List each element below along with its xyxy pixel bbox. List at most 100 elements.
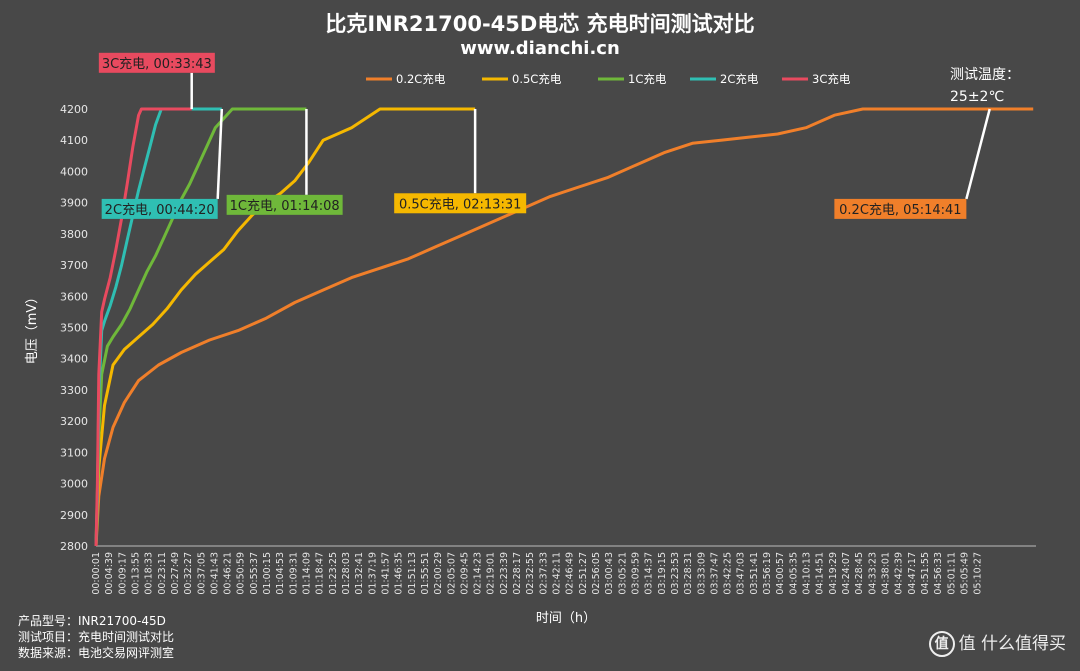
x-tick-label: 00:13:55	[130, 552, 141, 595]
annotation-leader	[965, 108, 991, 200]
temperature-value: 25±2℃	[950, 89, 1005, 105]
chart-footer: 产品型号：INR21700-45D 测试项目：充电时间测试对比 数据来源：电池交…	[18, 613, 174, 661]
x-tick-label: 00:32:27	[183, 552, 194, 595]
x-tick-label: 04:24:07	[841, 552, 852, 595]
x-tick-label: 01:18:47	[315, 552, 326, 595]
x-tick-label: 01:14:09	[302, 552, 313, 595]
footer-source: 数据来源：电池交易网评测室	[18, 646, 175, 660]
x-tick-label: 04:47:17	[907, 552, 918, 595]
x-tick-label: 05:01:11	[946, 552, 957, 595]
zhi-logo-icon: 值	[928, 631, 955, 657]
x-tick-label: 03:56:19	[762, 552, 773, 595]
annotation-label: 3C充电, 00:33:43	[102, 56, 212, 72]
y-tick-label: 3800	[60, 228, 88, 241]
series-line	[94, 107, 1034, 547]
legend-label: 0.2C充电	[396, 72, 446, 86]
series-line	[94, 107, 307, 547]
watermark: 值值 什么值得买	[928, 629, 1066, 657]
x-tick-label: 00:41:43	[209, 552, 220, 595]
annotation-label: 1C充电, 01:14:08	[230, 198, 340, 214]
y-tick-label: 3100	[60, 446, 88, 459]
annotation-box	[226, 194, 343, 215]
annotation-box	[834, 198, 967, 219]
x-tick-label: 02:09:45	[459, 552, 470, 595]
x-tick-label: 03:05:21	[617, 552, 628, 595]
x-tick-label: 03:33:09	[696, 552, 707, 595]
y-tick-label: 3600	[60, 290, 88, 303]
x-tick-label: 04:28:45	[854, 552, 865, 595]
annotation-box	[101, 198, 218, 219]
x-tick-label: 05:05:49	[959, 552, 970, 595]
y-tick-label: 4200	[60, 103, 88, 116]
x-tick-label: 04:56:33	[933, 552, 944, 595]
x-tick-label: 01:37:19	[367, 552, 378, 595]
footer-model: 产品型号：INR21700-45D	[18, 614, 166, 628]
series-line	[94, 107, 476, 547]
x-tick-label: 03:14:37	[644, 552, 655, 595]
x-tick-label: 05:10:27	[973, 552, 984, 595]
temperature-label: 测试温度：	[950, 67, 1020, 83]
x-tick-label: 04:38:01	[880, 552, 891, 595]
watermark-text: 值 什么值得买	[958, 634, 1066, 654]
x-tick-label: 03:47:03	[736, 552, 747, 595]
y-tick-label: 4000	[60, 165, 88, 178]
y-tick-label: 3200	[60, 415, 88, 428]
x-tick-label: 03:28:31	[683, 552, 694, 595]
annotation-label: 0.5C充电, 02:13:31	[399, 196, 521, 212]
annotation-box	[98, 52, 215, 73]
annotation-leader	[216, 108, 224, 199]
x-tick-label: 04:10:13	[802, 552, 813, 595]
annotation-label: 2C充电, 00:44:20	[105, 202, 215, 218]
x-tick-label: 00:23:11	[157, 552, 168, 595]
chart-annotations: 3C充电, 00:33:43 2C充电, 00:44:20 1C充电, 01:14:…	[98, 52, 991, 219]
chart-axes: 2800 2900 3000 3100 3200 3300 3400 3500 3600 3700…	[25, 103, 1036, 626]
x-tick-label: 01:28:03	[341, 552, 352, 595]
x-tick-label: 00:46:21	[223, 552, 234, 595]
x-tick-label: 03:23:53	[670, 552, 681, 595]
x-tick-label: 01:55:51	[420, 552, 431, 595]
x-tick-label: 01:23:25	[328, 552, 339, 595]
x-tick-label: 01:41:57	[380, 552, 391, 595]
x-tick-label: 00:37:05	[196, 552, 207, 595]
legend-label: 0.5C充电	[512, 72, 562, 86]
x-tick-label: 02:14:23	[473, 552, 484, 595]
y-tick-label: 4100	[60, 134, 88, 147]
y-tick-label: 3300	[60, 384, 88, 397]
x-tick-label: 03:00:43	[604, 552, 615, 595]
x-tick-label: 02:51:27	[578, 552, 589, 595]
y-tick-label: 3400	[60, 353, 88, 366]
annotation-label: 0.2C充电, 05:14:41	[839, 202, 961, 218]
legend-label: 3C充电	[812, 72, 851, 86]
series-line	[94, 107, 222, 547]
x-tick-label: 02:37:33	[538, 552, 549, 595]
x-tick-label: 02:05:07	[446, 552, 457, 595]
x-tick-label: 01:04:53	[275, 552, 286, 595]
chart-subtitle: www.dianchi.cn	[460, 38, 620, 59]
y-tick-label: 3700	[60, 259, 88, 272]
x-tick-label: 02:28:17	[512, 552, 523, 595]
x-tick-label: 00:18:33	[144, 552, 155, 595]
legend-label: 2C充电	[720, 72, 759, 86]
x-tick-label: 04:42:39	[894, 552, 905, 595]
footer-test-item: 测试项目：充电时间测试对比	[18, 630, 175, 644]
test-temperature-note: 测试温度： 25±2℃	[950, 64, 1020, 108]
annotation-box	[394, 193, 527, 214]
x-tick-label: 03:09:59	[630, 552, 641, 595]
x-tick-label: 02:46:49	[565, 552, 576, 595]
x-tick-label: 00:00:01	[91, 552, 102, 595]
x-tick-label: 04:05:35	[788, 552, 799, 595]
x-tick-label: 04:00:57	[775, 552, 786, 595]
x-tick-label: 03:19:15	[657, 552, 668, 595]
x-tick-label: 03:42:25	[723, 552, 734, 595]
chart-title: 比克INR21700-45D电芯 充电时间测试对比	[325, 12, 755, 36]
x-tick-label: 00:27:49	[170, 552, 181, 595]
x-tick-label: 02:00:29	[433, 552, 444, 595]
y-tick-label: 3500	[60, 322, 88, 335]
y-tick-label: 3900	[60, 197, 88, 210]
x-tick-label: 01:09:31	[288, 552, 299, 595]
chart-legend: 0.2C充电 0.5C充电 1C充电 2C充电 3C充电	[366, 72, 851, 86]
x-axis-label: 时间（h）	[536, 611, 596, 626]
x-tick-label: 02:42:11	[552, 552, 563, 595]
y-axis-label: 电压（mV）	[25, 291, 40, 365]
